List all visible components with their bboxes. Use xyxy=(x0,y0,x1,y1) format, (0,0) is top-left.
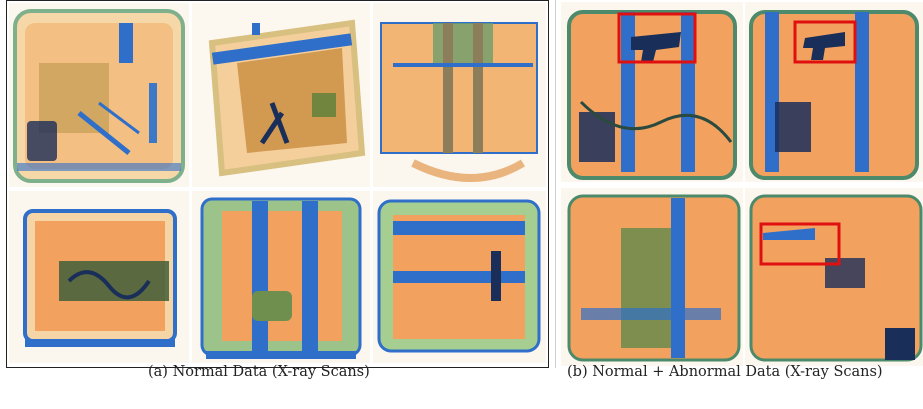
threat-marker xyxy=(759,222,841,266)
caption-abnormal: (b) Normal + Abnormal Data (X-ray Scans) xyxy=(567,364,883,380)
xray-scan-a4 xyxy=(9,191,189,363)
xray-scan-a5 xyxy=(192,191,370,363)
xray-scan-a1 xyxy=(9,3,189,187)
xray-scan-a3 xyxy=(373,3,546,187)
threat-marker xyxy=(617,12,697,64)
panel-abnormal-scans xyxy=(555,0,923,368)
xray-scan-b4 xyxy=(745,188,923,366)
panel-normal-scans xyxy=(6,0,549,368)
threat-marker xyxy=(793,20,857,64)
xray-scan-a6 xyxy=(373,191,546,363)
caption-normal: (a) Normal Data (X-ray Scans) xyxy=(148,364,370,380)
xray-scan-b3 xyxy=(561,188,743,366)
xray-scan-b1 xyxy=(561,2,743,182)
xray-scan-a2 xyxy=(192,3,370,187)
divider xyxy=(555,0,556,368)
xray-scan-b2 xyxy=(745,2,923,182)
